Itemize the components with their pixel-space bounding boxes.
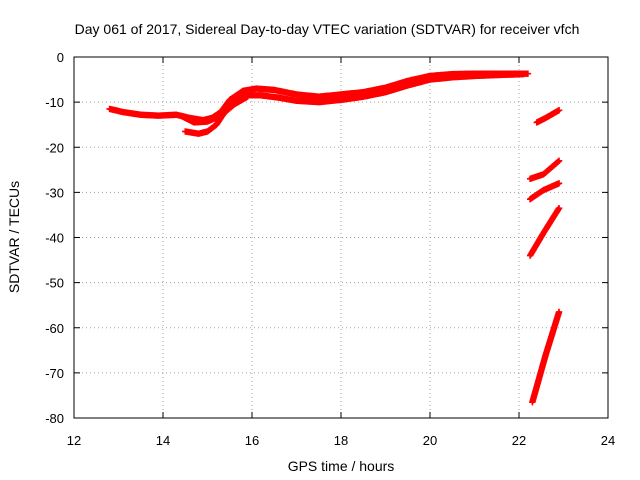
chart-title: Day 061 of 2017, Sidereal Day-to-day VTE… xyxy=(75,21,580,37)
plot-frame xyxy=(73,56,609,419)
x-tick-label: 14 xyxy=(156,433,170,448)
data-point xyxy=(555,157,563,164)
data-point xyxy=(244,93,251,100)
y-tick-label: -80 xyxy=(45,411,64,426)
y-tick-label: -50 xyxy=(45,276,64,291)
x-axis-label: GPS time / hours xyxy=(288,458,395,474)
x-tick-label: 24 xyxy=(601,433,615,448)
grid-layer xyxy=(74,57,608,418)
data-series-2 xyxy=(182,70,527,137)
y-axis-label: SDTVAR / TECUs xyxy=(6,181,22,293)
data-series-3 xyxy=(177,93,251,126)
x-tick-label: 16 xyxy=(245,433,259,448)
data-series-6 xyxy=(526,180,563,203)
data-point xyxy=(555,180,563,187)
data-series-8 xyxy=(529,308,563,406)
y-tick-label: -70 xyxy=(45,366,64,381)
y-tick-label: -10 xyxy=(45,95,64,110)
y-tick-label: -30 xyxy=(45,185,64,200)
data-point xyxy=(555,204,563,212)
ticks-layer: 12 14 16 18 20 22 24 0 -10 -20 -30 -40 -50 -60 -70 -80 xyxy=(45,50,615,448)
x-tick-label: 20 xyxy=(423,433,437,448)
data-series-7 xyxy=(526,204,563,259)
data-point xyxy=(520,70,527,78)
y-tick-label: -20 xyxy=(45,140,64,155)
data-point xyxy=(555,107,563,114)
data-point xyxy=(555,308,563,316)
data-series-5 xyxy=(526,157,563,183)
x-tick-label: 12 xyxy=(67,433,81,448)
y-tick-label: -40 xyxy=(45,231,64,246)
x-tick-label: 22 xyxy=(512,433,526,448)
data-series-4 xyxy=(533,107,563,126)
y-tick-label: 0 xyxy=(57,50,64,65)
x-tick-label: 18 xyxy=(334,433,348,448)
y-tick-label: -60 xyxy=(45,321,64,336)
data-layer xyxy=(106,70,563,406)
